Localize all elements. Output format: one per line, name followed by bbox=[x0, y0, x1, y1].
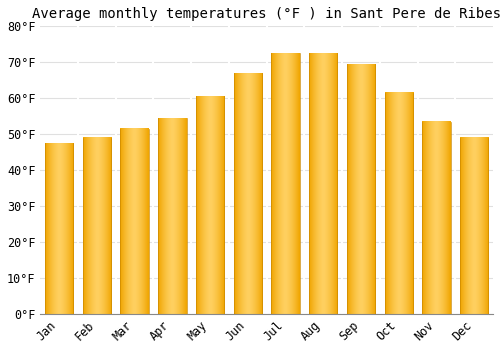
Title: Average monthly temperatures (°F ) in Sant Pere de Ribes: Average monthly temperatures (°F ) in Sa… bbox=[32, 7, 500, 21]
